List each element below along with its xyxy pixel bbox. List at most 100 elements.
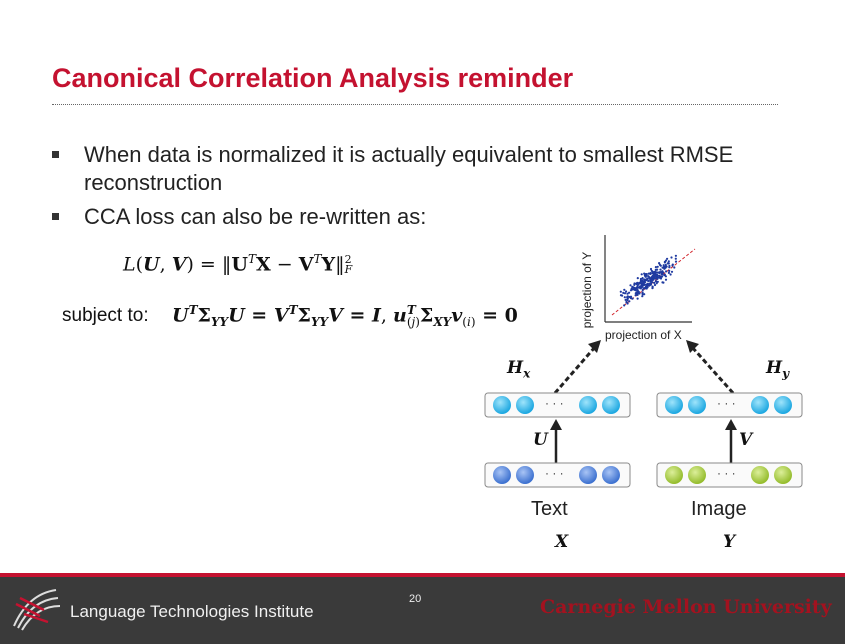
scatter-point (644, 274, 647, 277)
scatter-point (633, 288, 636, 291)
bullet-1-text: When data is normalized it is actually e… (84, 142, 734, 195)
slide-title: Canonical Correlation Analysis reminder (52, 63, 574, 93)
scatter-point (633, 286, 636, 289)
scatter-point (623, 304, 626, 307)
loss-formula: L(U, V) = ‖UTX − VTY‖ 2 F (123, 252, 353, 277)
scatter-point (633, 283, 636, 286)
scatter-point (636, 286, 639, 289)
ellipsis: · · · (717, 466, 736, 480)
solid-arrow-right (725, 419, 737, 463)
scatter-point (631, 297, 634, 300)
scatter-point (643, 278, 646, 282)
scatter-point (671, 264, 674, 267)
scatter-point (662, 264, 665, 267)
ellipsis: · · · (545, 466, 564, 480)
hy-label: Hy (766, 358, 790, 381)
scatter-point (664, 263, 667, 267)
y-var-label: Y (723, 532, 736, 552)
dcca-diagram: projection of Y projection of X Hx Hy U … (470, 225, 820, 565)
scatter-point (656, 280, 659, 283)
lti-logo-icon (13, 589, 61, 631)
scatter-point (659, 277, 663, 280)
scatter-point (619, 290, 622, 293)
input-layer-left (484, 462, 631, 488)
scatter-point (668, 264, 671, 268)
x-axis-label: projection of X (605, 328, 682, 342)
constraint-formula: UTΣYYU = VTΣYYV = I, u T (j) ΣXYv(i) = 0 (172, 303, 518, 330)
scatter-point (626, 298, 629, 302)
scatter-point (663, 273, 666, 276)
scatter-point (644, 285, 647, 288)
scatter-point (641, 295, 644, 298)
title-divider (52, 104, 778, 105)
scatter-point (623, 292, 627, 295)
scatter-point (649, 267, 653, 271)
scatter-point (654, 266, 657, 269)
scatter-point (664, 259, 668, 262)
scatter-point (653, 283, 657, 287)
scatter-point (624, 298, 627, 301)
scatter-point (637, 290, 640, 293)
page-number: 20 (409, 593, 422, 605)
scatter-point (651, 270, 654, 273)
scatter-point (649, 277, 652, 280)
scatter-point (646, 282, 649, 285)
scatter-point (670, 270, 674, 273)
hx-label: Hx (507, 358, 531, 381)
scatter-point (628, 291, 631, 294)
university-name: Carnegie Mellon University (540, 596, 832, 618)
scatter-point (651, 281, 654, 284)
scatter-point (666, 257, 669, 260)
scatter-point (642, 287, 645, 290)
scatter-point (667, 262, 670, 265)
scatter-point (659, 264, 662, 267)
scatter-point (628, 300, 631, 303)
subject-to-label: subject to: (62, 305, 149, 326)
scatter-point (668, 269, 671, 272)
scatter-point (651, 287, 654, 290)
scatter-point (664, 275, 667, 278)
bullet-square-icon (52, 213, 59, 220)
y-axis-label-wrap: projection of Y (578, 252, 596, 329)
scatter-point (643, 293, 646, 296)
scatter-point (636, 277, 639, 280)
scatter-point (667, 260, 670, 263)
scatter-point (635, 282, 638, 286)
ellipsis: · · · (545, 396, 564, 410)
scatter-point (658, 274, 661, 277)
scatter-point (673, 266, 676, 269)
scatter-point (652, 278, 655, 281)
scatter-point (665, 270, 668, 273)
scatter-point (626, 292, 629, 295)
scatter-plot (604, 235, 696, 323)
scatter-point (674, 254, 677, 257)
scatter-point (631, 288, 634, 291)
scatter-point (641, 282, 644, 285)
scatter-point (658, 262, 661, 265)
input-layer-right (656, 462, 803, 488)
ellipsis: · · · (717, 396, 736, 410)
scatter-point (621, 294, 624, 297)
scatter-point (674, 260, 678, 263)
text-input-label: Text (531, 498, 568, 520)
scatter-point (631, 286, 634, 289)
scatter-point (661, 281, 664, 284)
scatter-point (636, 297, 639, 300)
scatter-point (656, 273, 659, 277)
u-weight-label: U (533, 430, 548, 450)
scatter-point (641, 292, 644, 295)
scatter-point (653, 276, 656, 280)
scatter-point (629, 284, 632, 287)
scatter-point (648, 284, 651, 287)
scatter-point (653, 281, 656, 284)
scatter-point (656, 271, 659, 274)
scatter-point (660, 273, 663, 276)
scatter-point (659, 268, 662, 271)
scatter-point (625, 301, 628, 304)
scatter-point (641, 277, 644, 280)
scatter-point (667, 271, 670, 274)
scatter-point (661, 270, 664, 273)
scatter-point (649, 272, 652, 276)
scatter-point (637, 283, 640, 286)
scatter-point (622, 291, 625, 294)
